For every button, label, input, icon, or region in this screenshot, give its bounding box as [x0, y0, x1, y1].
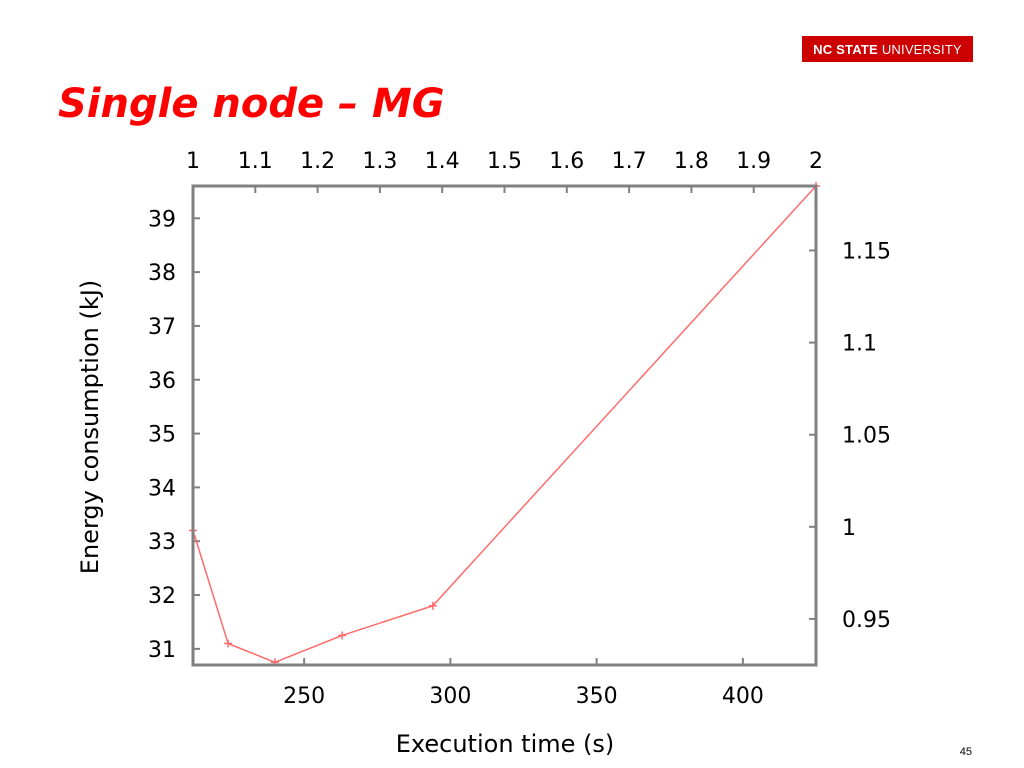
data-point [224, 639, 233, 648]
x2-tick-label: 1.8 [674, 149, 709, 174]
x2-tick-label: 1.6 [549, 149, 584, 174]
x-tick-label: 400 [722, 684, 764, 709]
y2-tick-label: 0.95 [842, 608, 891, 633]
tick-labels: 250 300 350 400 31 32 33 34 35 36 37 38 39 1 1.1 1.2 1.3… [148, 149, 891, 709]
y-axis-label: Energy consumption (kJ) [76, 280, 104, 574]
x2-tick-label: 1.1 [238, 149, 273, 174]
y2-tick-label: 1.1 [842, 332, 877, 357]
logo-bold-text: NC STATE [813, 41, 878, 57]
y-tick-label: 32 [148, 584, 176, 609]
university-logo: NC STATE UNIVERSITY [802, 36, 973, 62]
logo-text: UNIVERSITY [881, 41, 962, 57]
x2-tick-label: 1.9 [736, 149, 771, 174]
y2-tick-label: 1 [842, 516, 856, 541]
x2-tick-label: 2 [809, 149, 823, 174]
data-point [428, 601, 437, 610]
y-tick-label: 36 [148, 369, 176, 394]
x-tick-label: 300 [429, 684, 471, 709]
series-line [192, 185, 817, 664]
x2-tick-label: 1.7 [612, 149, 647, 174]
y-tick-label: 38 [148, 261, 176, 286]
data-point [338, 631, 347, 640]
slide-title: Single node – MG [58, 81, 445, 127]
x2-tick-label: 1.4 [425, 149, 460, 174]
y-tick-label: 39 [148, 207, 176, 232]
x2-tick-label: 1.5 [487, 149, 522, 174]
axis-ticks [192, 186, 817, 665]
x-tick-label: 250 [283, 684, 325, 709]
series-group [189, 182, 820, 667]
x-tick-label: 350 [576, 684, 618, 709]
x2-tick-label: 1.2 [300, 149, 335, 174]
y-tick-label: 31 [148, 638, 176, 663]
y2-tick-label: 1.15 [842, 239, 891, 264]
x2-tick-label: 1 [186, 149, 200, 174]
y-tick-label: 34 [148, 476, 176, 501]
y-tick-label: 33 [148, 530, 176, 555]
x-axis-label: Execution time (s) [396, 730, 614, 758]
y-tick-label: 35 [148, 423, 176, 448]
plot-frame [191, 184, 818, 667]
y-tick-label: 37 [148, 315, 176, 340]
slide-number: 45 [959, 746, 972, 758]
y2-tick-label: 1.05 [842, 424, 891, 449]
x2-tick-label: 1.3 [362, 149, 397, 174]
